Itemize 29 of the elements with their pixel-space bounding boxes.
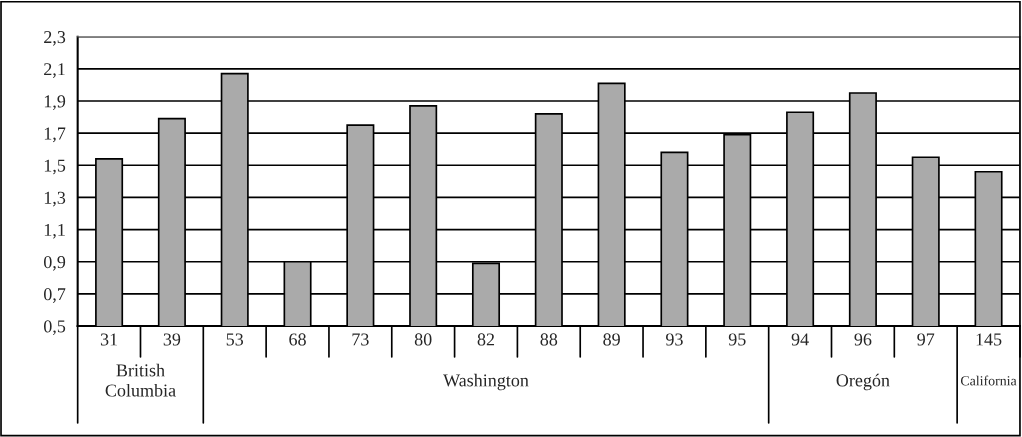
text: Washington (443, 373, 529, 391)
x-tick-label: 96 (854, 333, 872, 346)
x-tick-label: 68 (289, 333, 306, 346)
x-tick-label: 89 (603, 333, 620, 346)
x-tick-label: 39 (163, 333, 181, 346)
x-tick-label: 97 (917, 333, 935, 346)
x-tick-label: 80 (414, 333, 432, 346)
x-tick-label: 31 (100, 333, 118, 346)
y-tick-label: 1,7 (44, 127, 66, 143)
x-tick-label: 145 (976, 333, 1002, 346)
y-tick-label: 0,7 (43, 288, 66, 303)
x-tick-label: 88 (540, 333, 558, 346)
x-tick-label: 73 (352, 333, 369, 346)
x-tick-label: 82 (477, 333, 495, 346)
y-tick-label: 1,9 (44, 95, 66, 111)
x-tick-label: 95 (728, 333, 746, 346)
y-tick-label: 0,5 (43, 320, 66, 336)
y-tick-label: 1,3 (44, 191, 66, 207)
x-tick-label: 53 (226, 333, 244, 346)
x-tick-label: 94 (791, 333, 809, 346)
y-tick-label: 1,1 (44, 223, 65, 239)
text: British Columbia (105, 363, 176, 397)
text: California (960, 375, 1017, 386)
y-tick-label: 1,5 (44, 159, 66, 175)
text: Oregón (836, 373, 890, 391)
y-tick-label: 0,9 (43, 255, 66, 271)
x-tick-label: 93 (666, 333, 683, 346)
y-tick-label: 2,3 (44, 31, 66, 46)
y-tick-label: 2,1 (44, 63, 65, 78)
